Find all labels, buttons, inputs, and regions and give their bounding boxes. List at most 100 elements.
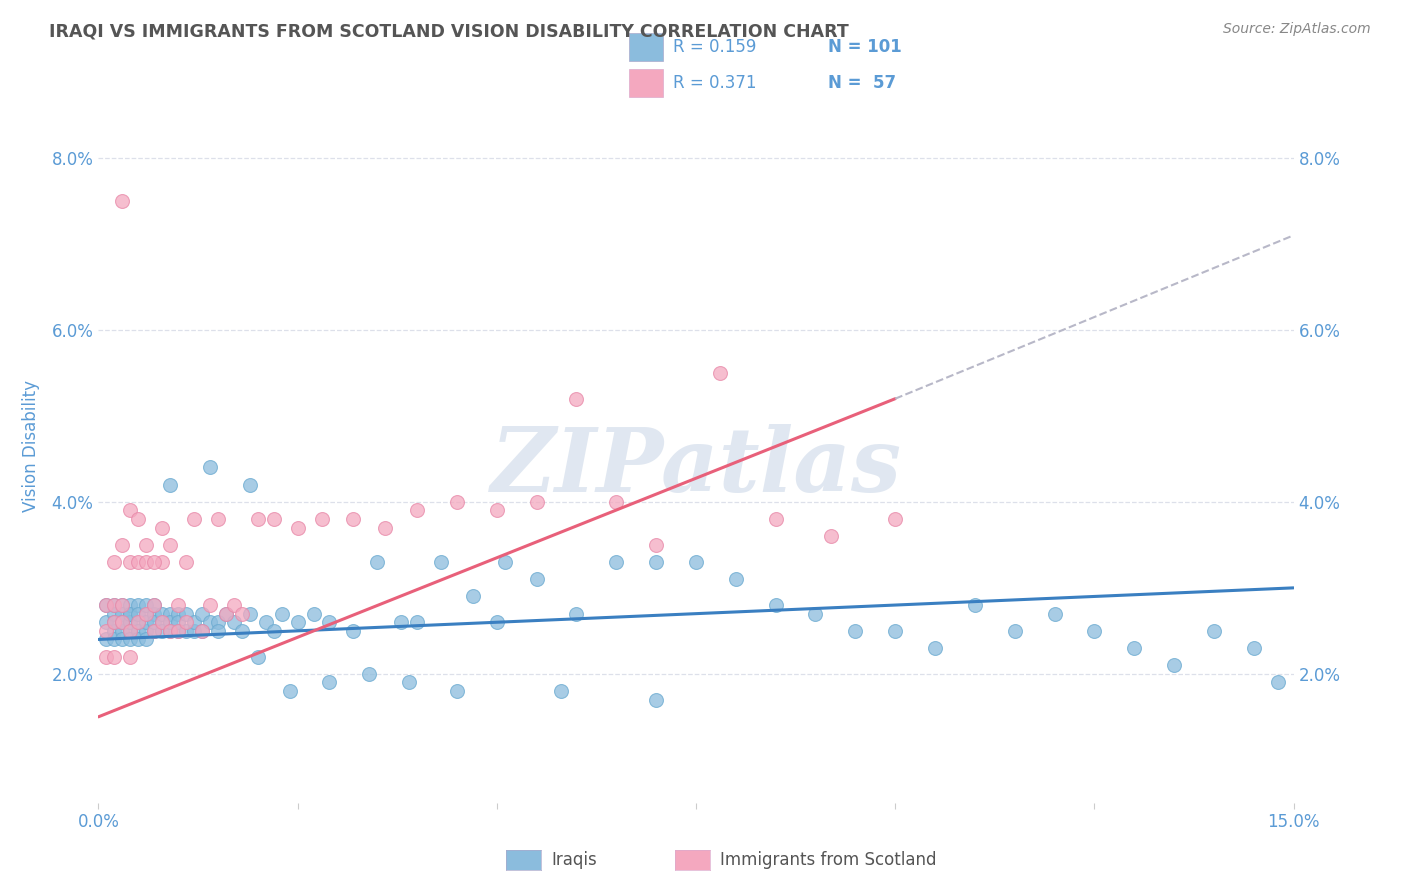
Text: IRAQI VS IMMIGRANTS FROM SCOTLAND VISION DISABILITY CORRELATION CHART: IRAQI VS IMMIGRANTS FROM SCOTLAND VISION…	[49, 22, 849, 40]
Point	[1267, 675, 1289, 690]
Text: Immigrants from Scotland: Immigrants from Scotland	[720, 851, 936, 869]
Point	[120, 598, 142, 612]
Text: N =  57: N = 57	[828, 74, 896, 92]
Point	[174, 615, 197, 630]
Point	[207, 615, 229, 630]
Point	[215, 607, 238, 621]
Point	[191, 624, 214, 638]
Point	[111, 615, 134, 630]
Point	[150, 521, 173, 535]
Point	[526, 495, 548, 509]
Point	[143, 607, 166, 621]
Point	[120, 624, 142, 638]
Point	[127, 555, 149, 569]
Point	[159, 538, 181, 552]
Point	[1083, 624, 1105, 638]
Point	[150, 615, 173, 630]
Point	[167, 607, 190, 621]
Point	[231, 624, 253, 638]
Point	[884, 624, 907, 638]
Point	[120, 607, 142, 621]
Point	[844, 624, 866, 638]
Point	[565, 392, 588, 406]
Point	[318, 615, 340, 630]
Bar	[628, 70, 662, 97]
Point	[103, 607, 125, 621]
Point	[167, 624, 190, 638]
Point	[103, 598, 125, 612]
Point	[765, 598, 787, 612]
Point	[135, 607, 157, 621]
Point	[318, 675, 340, 690]
Point	[222, 598, 245, 612]
Point	[135, 555, 157, 569]
Point	[159, 477, 181, 491]
Point	[222, 615, 245, 630]
Point	[135, 632, 157, 647]
Point	[446, 495, 468, 509]
Point	[143, 598, 166, 612]
Point	[207, 512, 229, 526]
Point	[143, 555, 166, 569]
Point	[389, 615, 412, 630]
Point	[135, 538, 157, 552]
Point	[191, 624, 214, 638]
Point	[167, 615, 190, 630]
Point	[215, 607, 238, 621]
Point	[96, 649, 118, 664]
Point	[605, 495, 627, 509]
Point	[550, 684, 572, 698]
Point	[111, 598, 134, 612]
Text: ZIPatlas: ZIPatlas	[491, 425, 901, 510]
Point	[143, 624, 166, 638]
Point	[143, 615, 166, 630]
Point	[239, 477, 262, 491]
Point	[191, 607, 214, 621]
Point	[159, 624, 181, 638]
Point	[174, 555, 197, 569]
Point	[96, 598, 118, 612]
Point	[1243, 641, 1265, 656]
Point	[96, 624, 118, 638]
Point	[270, 607, 292, 621]
Point	[150, 624, 173, 638]
Point	[366, 555, 388, 569]
Point	[167, 598, 190, 612]
Point	[159, 615, 181, 630]
Point	[135, 607, 157, 621]
Point	[120, 503, 142, 517]
Point	[494, 555, 516, 569]
Point	[1004, 624, 1026, 638]
Point	[398, 675, 420, 690]
Point	[103, 624, 125, 638]
Point	[311, 512, 333, 526]
Point	[167, 624, 190, 638]
Point	[103, 615, 125, 630]
Point	[207, 624, 229, 638]
Point	[342, 512, 364, 526]
Point	[565, 607, 588, 621]
Point	[198, 615, 221, 630]
Point	[96, 598, 118, 612]
Point	[111, 607, 134, 621]
Point	[526, 572, 548, 586]
Point	[111, 598, 134, 612]
Point	[103, 632, 125, 647]
Point	[924, 641, 946, 656]
Point	[159, 624, 181, 638]
Point	[111, 615, 134, 630]
Point	[120, 555, 142, 569]
Point	[103, 598, 125, 612]
Point	[120, 607, 142, 621]
Point	[111, 194, 134, 208]
Point	[103, 615, 125, 630]
Point	[302, 607, 325, 621]
Point	[1043, 607, 1066, 621]
Point	[183, 615, 205, 630]
Point	[127, 615, 149, 630]
Point	[1123, 641, 1146, 656]
Point	[150, 607, 173, 621]
Point	[159, 607, 181, 621]
Text: R = 0.159: R = 0.159	[672, 38, 756, 56]
Point	[1163, 658, 1185, 673]
